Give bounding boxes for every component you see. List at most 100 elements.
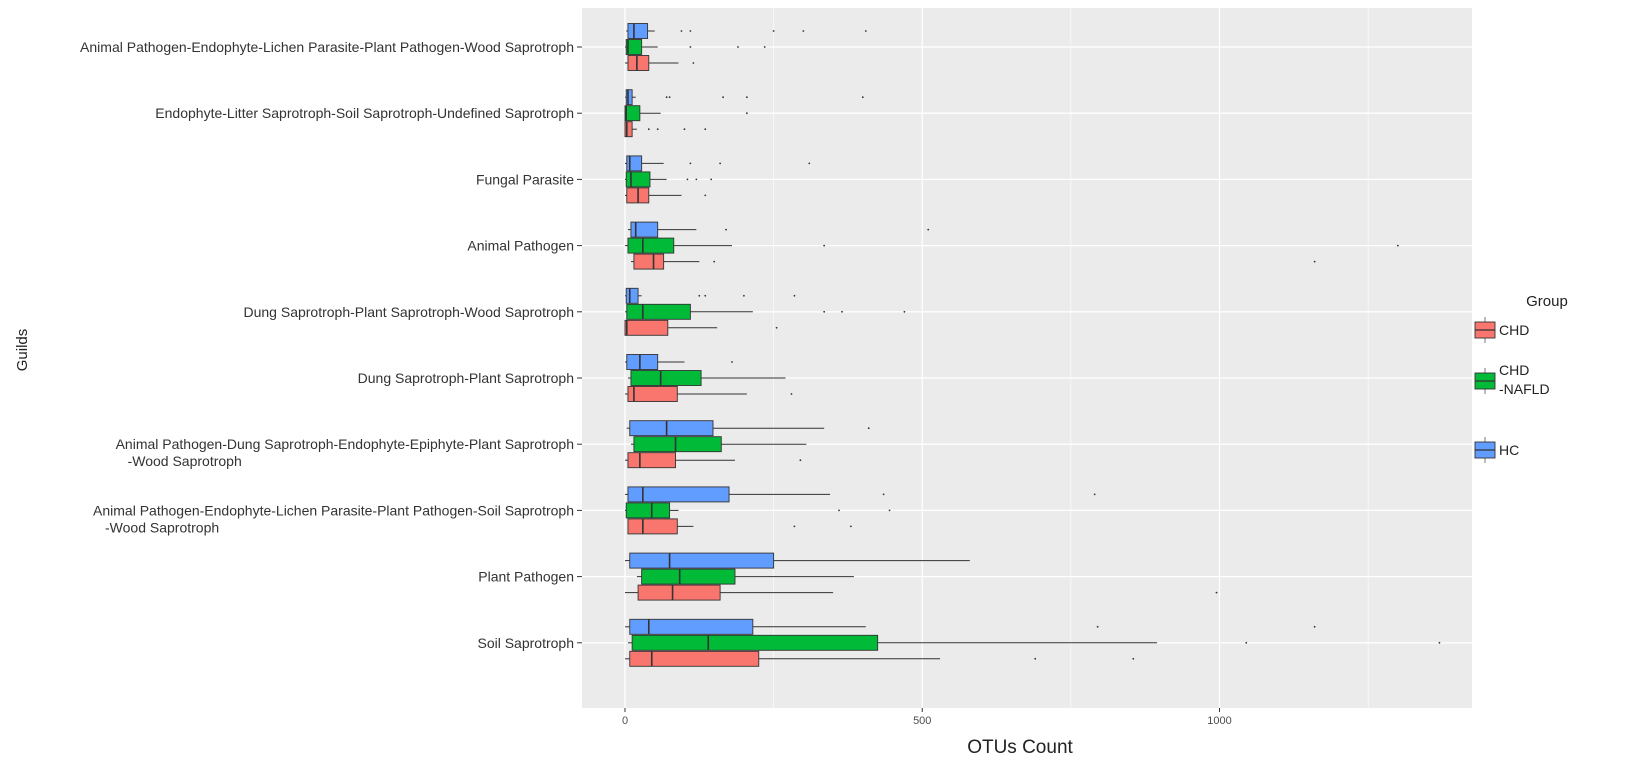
- x-tick-label: 0: [622, 715, 628, 727]
- outlier-point: [668, 96, 671, 99]
- y-tick-label: Animal Pathogen-Dung Saprotroph-Endophyt…: [116, 436, 574, 452]
- legend-label: CHD: [1499, 322, 1529, 338]
- outlier-point: [745, 96, 748, 99]
- y-tick-label: Dung Saprotroph-Plant Saprotroph-Wood Sa…: [244, 304, 575, 320]
- outlier-point: [1396, 244, 1399, 247]
- box-chd: [624, 319, 778, 336]
- outlier-point: [1096, 625, 1099, 628]
- box-chd-nafld: [625, 39, 766, 55]
- outlier-point: [927, 228, 930, 231]
- x-tick-label: 500: [913, 715, 931, 727]
- outlier-point: [823, 244, 826, 247]
- outlier-point: [686, 178, 689, 181]
- outlier-point: [802, 30, 805, 32]
- box-hc: [625, 618, 1316, 635]
- y-tick-label: -Wood Saprotroph: [128, 453, 242, 469]
- box-chd-nafld: [625, 303, 906, 320]
- x-tick-label: 1000: [1207, 715, 1231, 727]
- box-iqr: [625, 171, 651, 188]
- y-tick-label: -Wood Saprotroph: [105, 519, 219, 535]
- legend-label: -NAFLD: [1499, 381, 1550, 397]
- box-chd-nafld: [636, 568, 854, 585]
- outlier-point: [1313, 625, 1316, 628]
- outlier-point: [704, 294, 707, 297]
- y-tick-label: Dung Saprotroph-Plant Saprotroph: [358, 370, 574, 386]
- box-chd: [627, 518, 852, 535]
- outlier-point: [698, 294, 701, 297]
- box-iqr: [627, 55, 650, 71]
- legend-label: CHD: [1499, 362, 1529, 378]
- x-axis-title: OTUs Count: [967, 737, 1073, 758]
- box-chd-nafld: [625, 171, 713, 188]
- outlier-point: [680, 30, 683, 32]
- box-iqr: [627, 23, 649, 39]
- outlier-point: [713, 260, 716, 263]
- box-chd: [625, 55, 695, 71]
- box-chd: [625, 584, 1218, 601]
- outlier-point: [710, 178, 713, 181]
- outlier-point: [775, 326, 778, 329]
- box-chd: [624, 121, 707, 138]
- outlier-point: [704, 194, 707, 197]
- outlier-point: [867, 427, 870, 430]
- box-hc: [626, 420, 870, 437]
- box-iqr: [625, 39, 643, 55]
- outlier-point: [850, 525, 852, 528]
- outlier-point: [763, 46, 766, 48]
- outlier-point: [864, 30, 867, 32]
- grid-lines: [582, 8, 1472, 708]
- outlier-point: [704, 128, 707, 131]
- y-tick-labels: Animal Pathogen-Endophyte-Lichen Parasit…: [80, 39, 582, 651]
- legend-entry: HC: [1474, 437, 1519, 463]
- box-iqr: [627, 386, 678, 402]
- box-iqr: [627, 452, 676, 469]
- box-iqr: [627, 486, 730, 503]
- legend-title: Group: [1526, 293, 1568, 310]
- y-tick-label: Endophyte-Litter Saprotroph-Soil Saprotr…: [155, 105, 574, 121]
- outlier-point: [722, 96, 724, 99]
- box-hc: [625, 552, 970, 569]
- outlier-point: [903, 310, 906, 313]
- box-iqr: [629, 618, 754, 635]
- box-hc: [625, 354, 733, 370]
- outlier-point: [692, 62, 695, 64]
- outlier-point: [725, 228, 727, 231]
- outlier-point: [1034, 657, 1037, 660]
- box-iqr: [629, 650, 760, 667]
- outlier-point: [656, 128, 659, 131]
- box-hc: [625, 155, 811, 172]
- legend: CHD CHD -NAFLD HC: [1474, 317, 1550, 463]
- outlier-point: [737, 46, 739, 48]
- box-iqr: [631, 634, 879, 651]
- outlier-point: [1245, 641, 1248, 644]
- box-iqr: [629, 552, 775, 569]
- outlier-point: [838, 509, 840, 512]
- outlier-point: [647, 128, 650, 131]
- box-iqr: [625, 502, 671, 519]
- box-chd: [625, 187, 707, 204]
- y-tick-label: Soil Saprotroph: [477, 635, 574, 651]
- box-chd: [630, 253, 1316, 270]
- box-chd: [625, 650, 1135, 667]
- outlier-point: [1313, 260, 1316, 263]
- box-chd-nafld: [627, 634, 1441, 651]
- box-chd: [625, 452, 802, 469]
- boxes: [624, 23, 1441, 667]
- outlier-point: [1093, 493, 1096, 496]
- outlier-point: [731, 361, 733, 363]
- box-hc: [625, 89, 864, 106]
- outlier-point: [808, 162, 811, 165]
- outlier-point: [772, 30, 775, 32]
- outlier-point: [745, 112, 748, 115]
- box-iqr: [630, 221, 659, 238]
- outlier-point: [1215, 591, 1218, 594]
- outlier-point: [689, 30, 692, 32]
- box-iqr: [637, 584, 721, 601]
- box-hc: [625, 287, 796, 304]
- y-axis-title: Guilds: [14, 329, 31, 372]
- outlier-point: [683, 128, 686, 131]
- legend-entry: CHD -NAFLD: [1474, 362, 1550, 397]
- outlier-point: [823, 310, 826, 313]
- outlier-point: [665, 96, 668, 99]
